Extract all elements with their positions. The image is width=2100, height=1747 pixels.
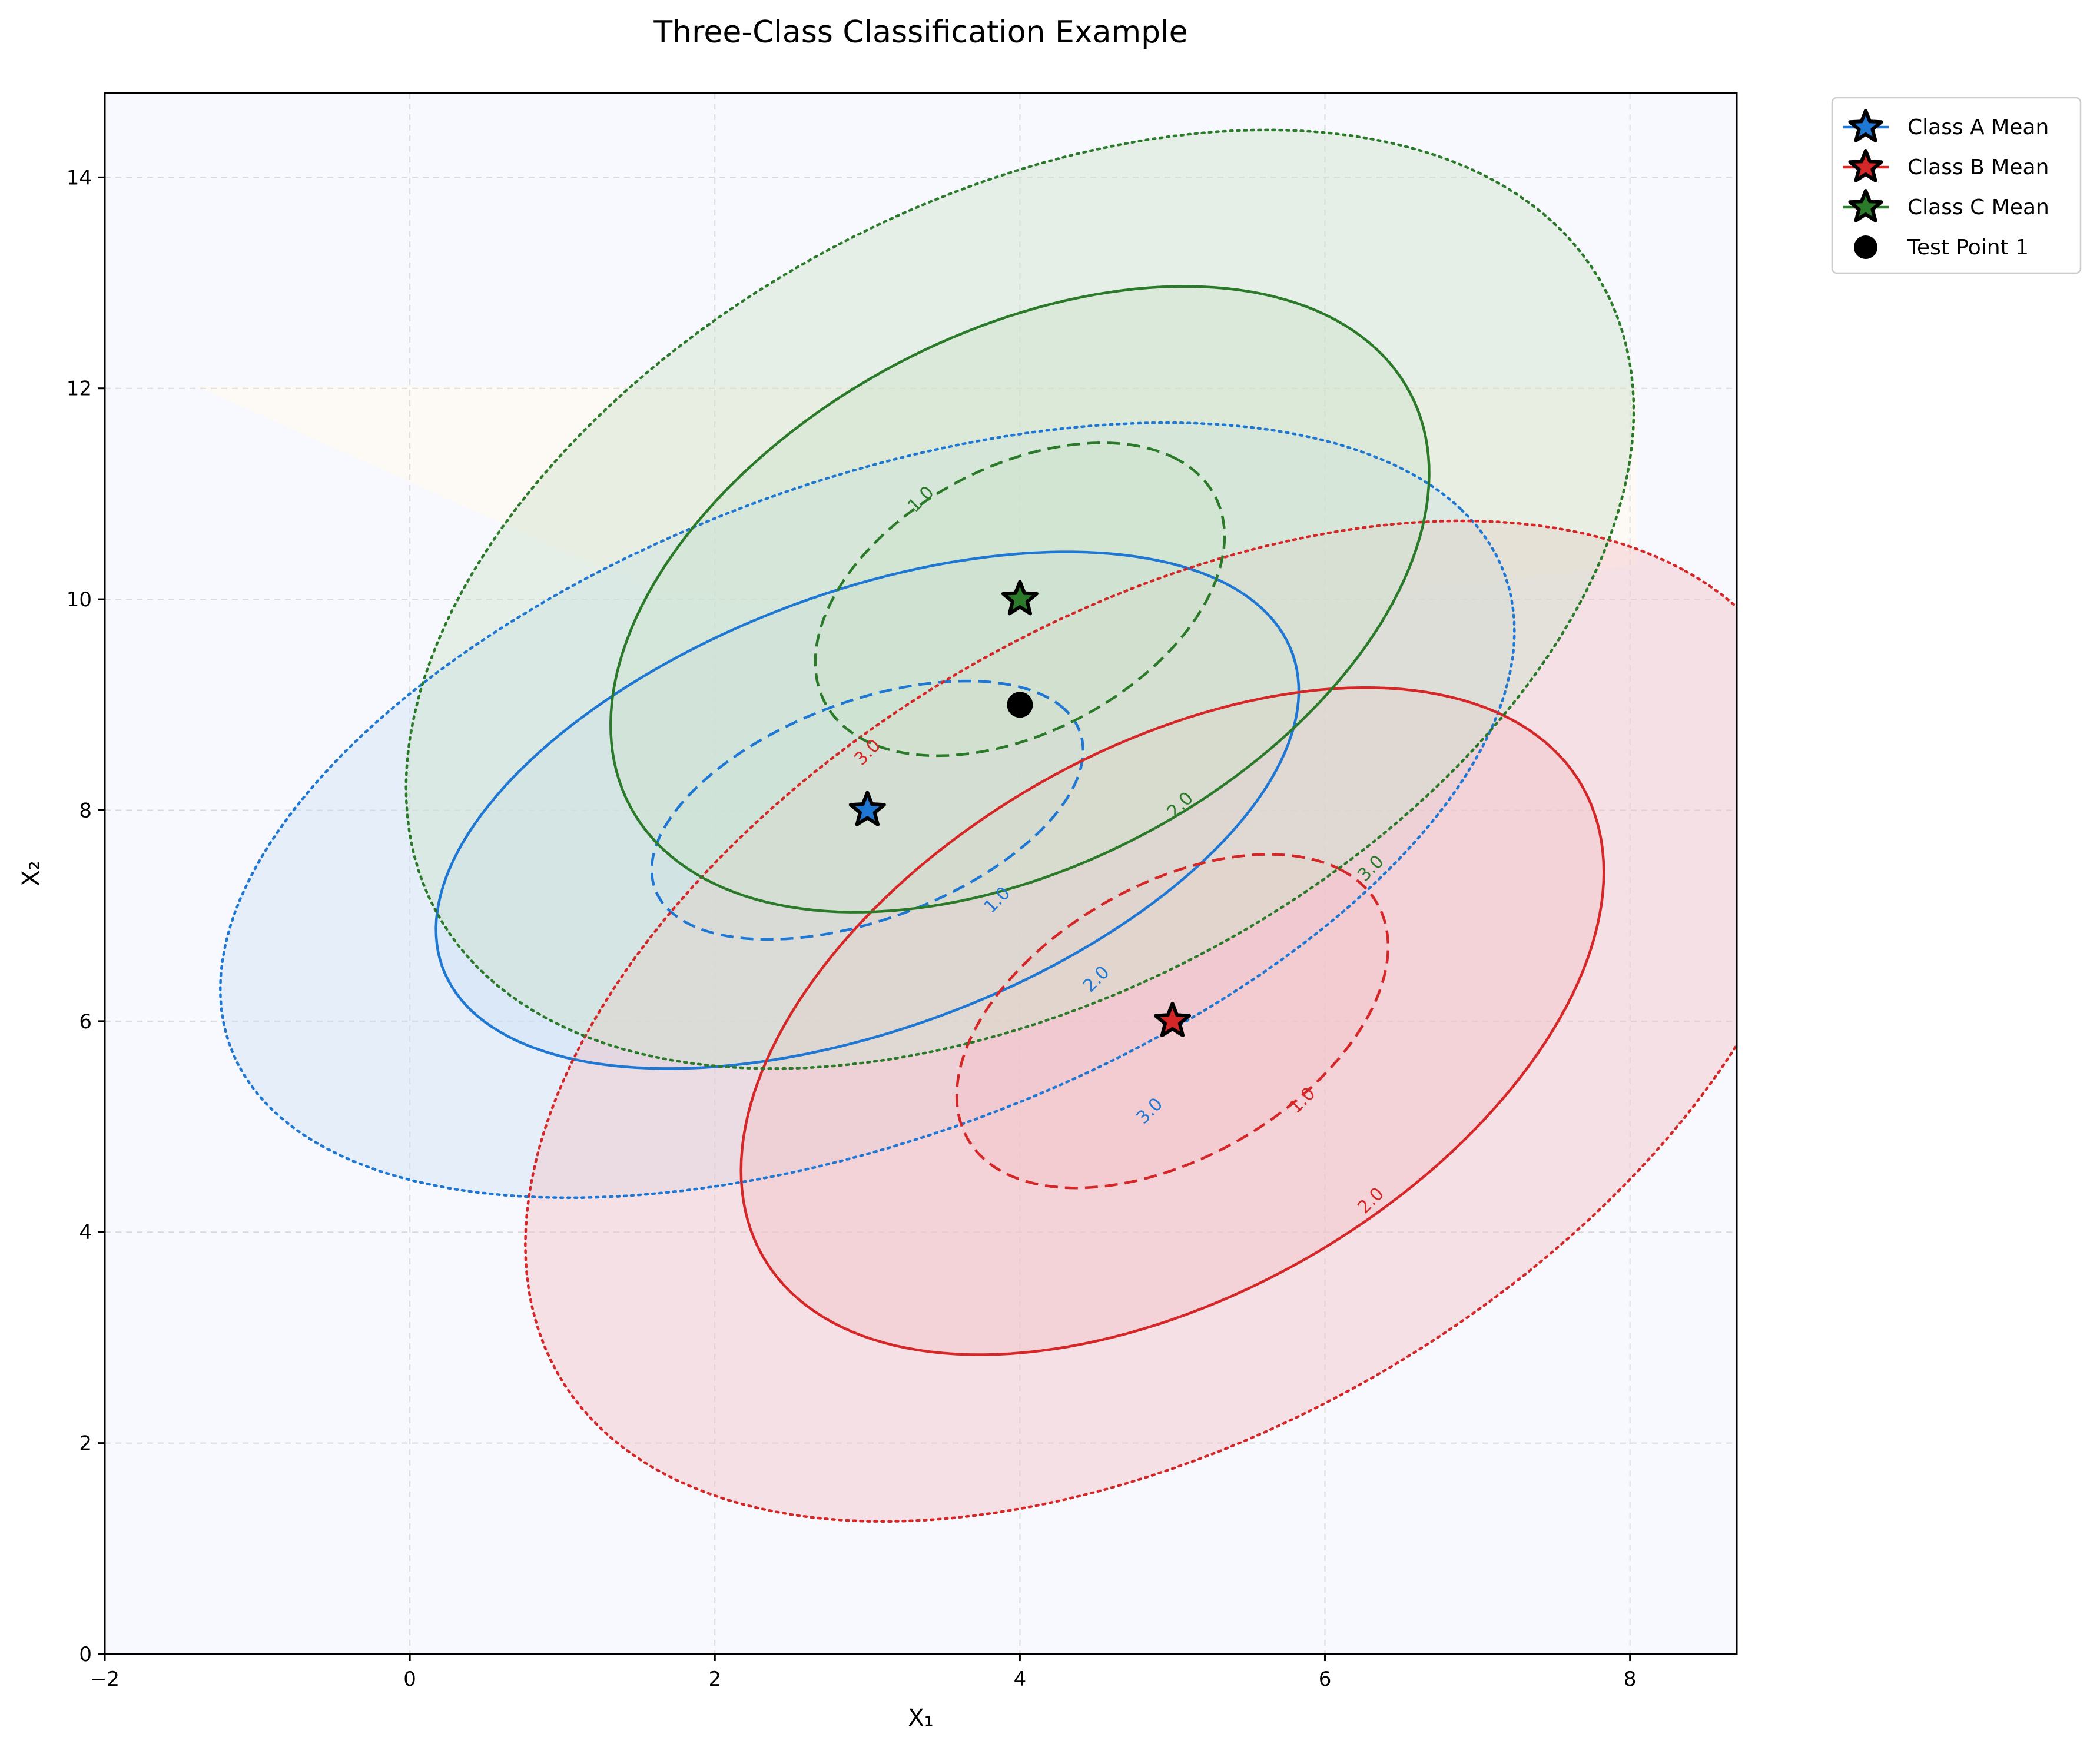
class-b-contour-2.0	[739, 686, 1605, 1356]
legend-star-icon	[1848, 189, 1883, 222]
legend-dot-icon	[1854, 235, 1877, 259]
y-axis-label: X₂	[18, 861, 45, 886]
class-b-mean-marker	[1153, 1001, 1191, 1038]
class-a-contour-1.0	[650, 679, 1084, 941]
class-b-contour-1.0	[955, 853, 1390, 1190]
contour-lines	[218, 128, 1737, 1523]
class-c-mean-marker	[1001, 580, 1039, 616]
class-c-contour-2.0	[609, 285, 1431, 914]
x-axis: −2 0 2 4 6 8	[90, 1654, 1637, 1691]
y-tick-label: 2	[79, 1432, 92, 1456]
grid-lines	[105, 93, 1737, 1654]
legend-label: Class B Mean	[1907, 155, 2049, 180]
x-axis-label: X₁	[908, 1705, 933, 1732]
class-c-contour-3.0	[404, 128, 1635, 1070]
x-tick-label: −2	[90, 1668, 120, 1691]
y-tick-label: 6	[79, 1010, 92, 1034]
legend-label: Test Point 1	[1907, 235, 2029, 260]
class-a-contour-2.0	[434, 550, 1301, 1070]
plot-frame	[104, 92, 1738, 1655]
y-tick-label: 12	[67, 377, 92, 401]
markers	[848, 580, 1191, 1038]
y-tick-label: 0	[79, 1643, 92, 1666]
x-tick-label: 4	[1014, 1668, 1027, 1691]
x-tick-label: 8	[1624, 1668, 1637, 1691]
x-tick-label: 2	[708, 1668, 721, 1691]
legend-box	[1831, 97, 2082, 274]
x-tick-label: 0	[403, 1668, 416, 1691]
x-tick-label: 6	[1319, 1668, 1332, 1691]
legend: Class A Mean Class B Mean Class C Mean Test…	[1831, 97, 2082, 274]
chart-title: Three-Class Classification Example	[653, 15, 1187, 50]
y-tick-label: 4	[79, 1221, 92, 1244]
legend-label: Class C Mean	[1907, 195, 2049, 220]
class-c-contour-1.0	[814, 441, 1226, 758]
legend-label: Class A Mean	[1907, 115, 2049, 140]
class-b-region-3.0	[525, 520, 1737, 1522]
legend-star-icon	[1848, 109, 1883, 142]
test-point-marker	[1007, 692, 1033, 718]
class-a-mean-marker	[848, 791, 886, 826]
legend-star-icon	[1848, 149, 1883, 182]
y-tick-label: 10	[67, 588, 92, 612]
y-tick-label: 8	[79, 799, 92, 822]
y-tick-label: 14	[67, 166, 92, 190]
y-axis: 0 2 4 6 8 10 12 14	[67, 166, 105, 1666]
class-b-contour-3.0	[524, 519, 1737, 1523]
